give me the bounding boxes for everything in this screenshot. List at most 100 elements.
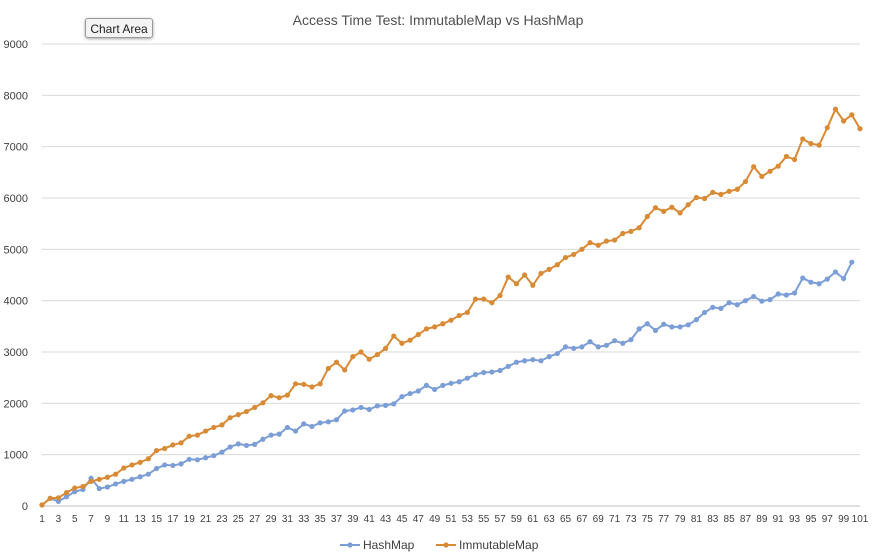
x-tick-label: 25 <box>233 514 245 525</box>
data-point <box>423 382 430 388</box>
data-point <box>497 292 503 299</box>
data-point <box>710 189 716 195</box>
data-point <box>227 444 233 450</box>
data-point <box>268 393 274 399</box>
data-point <box>129 462 135 468</box>
x-tick-label: 77 <box>658 514 670 525</box>
data-point <box>415 388 421 394</box>
data-point <box>219 422 225 428</box>
data-point <box>317 381 323 387</box>
data-point <box>366 356 372 362</box>
data-point <box>382 402 389 408</box>
data-point <box>742 298 749 304</box>
x-tick-label: 85 <box>724 514 736 525</box>
data-point <box>751 293 757 300</box>
data-point <box>734 302 740 308</box>
x-tick-label: 37 <box>331 514 343 525</box>
data-point <box>113 481 119 487</box>
data-point <box>121 478 127 484</box>
data-point <box>104 474 111 480</box>
data-point <box>423 326 430 332</box>
y-tick-label: 6000 <box>4 193 28 205</box>
data-point <box>579 344 585 350</box>
x-tick-label: 89 <box>756 514 768 525</box>
data-point <box>816 281 822 287</box>
x-tick-label: 13 <box>135 514 147 525</box>
data-point <box>137 474 143 480</box>
data-point <box>546 354 552 360</box>
data-point <box>252 441 258 447</box>
data-point <box>595 344 601 350</box>
x-tick-label: 67 <box>576 514 588 525</box>
data-point <box>211 453 217 459</box>
data-point <box>677 210 683 216</box>
x-tick-label: 49 <box>429 514 441 525</box>
x-tick-label: 75 <box>642 514 654 525</box>
data-point <box>448 317 454 323</box>
data-point <box>857 126 863 132</box>
x-tick-label: 81 <box>691 514 703 525</box>
data-point <box>710 304 716 310</box>
y-tick-label: 9000 <box>4 39 28 51</box>
data-point <box>358 404 364 411</box>
data-point <box>333 359 340 365</box>
data-point <box>325 419 331 425</box>
data-point <box>759 173 765 180</box>
data-point <box>497 367 503 374</box>
data-point <box>620 340 626 346</box>
legend-item-immutablemap: ImmutableMap <box>436 538 539 552</box>
data-point <box>276 395 282 401</box>
x-tick-label: 17 <box>167 514 179 525</box>
data-point <box>661 321 667 327</box>
data-point <box>489 300 495 306</box>
x-tick-label: 57 <box>495 514 507 525</box>
data-point <box>571 345 577 352</box>
data-point <box>415 331 421 338</box>
data-point <box>276 431 282 437</box>
data-point <box>808 279 814 285</box>
data-point <box>309 423 315 430</box>
data-point <box>137 459 143 465</box>
data-point <box>562 254 569 261</box>
x-tick-label: 31 <box>282 514 294 525</box>
data-point <box>644 321 650 327</box>
data-point <box>178 461 184 467</box>
data-point <box>448 380 454 386</box>
data-point <box>399 394 405 400</box>
data-point <box>841 118 847 124</box>
x-tick-label: 39 <box>347 514 359 525</box>
data-point <box>72 485 78 491</box>
data-point <box>456 312 462 319</box>
data-point <box>472 296 479 302</box>
data-point <box>726 188 732 194</box>
data-point <box>579 246 585 252</box>
data-point <box>301 381 307 387</box>
series-hashmap <box>39 259 855 508</box>
data-point <box>284 392 290 398</box>
data-point <box>522 272 528 278</box>
data-point <box>816 142 822 148</box>
data-point <box>391 333 397 339</box>
data-point <box>432 386 438 393</box>
y-tick-label: 8000 <box>4 90 28 102</box>
chart-area-tooltip: Chart Area <box>85 18 153 38</box>
x-tick-label: 15 <box>151 514 163 525</box>
data-point <box>849 112 855 118</box>
data-point <box>562 344 569 350</box>
legend-label: ImmutableMap <box>459 538 539 552</box>
x-tick-label: 53 <box>462 514 474 525</box>
data-point <box>832 106 839 112</box>
x-tick-label: 47 <box>413 514 425 525</box>
data-point <box>440 382 446 388</box>
data-point <box>718 191 724 198</box>
data-point <box>153 465 160 472</box>
y-tick-label: 4000 <box>4 296 28 308</box>
data-point <box>88 478 94 484</box>
data-point <box>775 163 781 169</box>
data-point <box>268 432 274 438</box>
legend: HashMap ImmutableMap <box>340 538 539 552</box>
data-point <box>464 309 470 316</box>
x-tick-label: 69 <box>593 514 605 525</box>
data-point <box>751 164 757 170</box>
